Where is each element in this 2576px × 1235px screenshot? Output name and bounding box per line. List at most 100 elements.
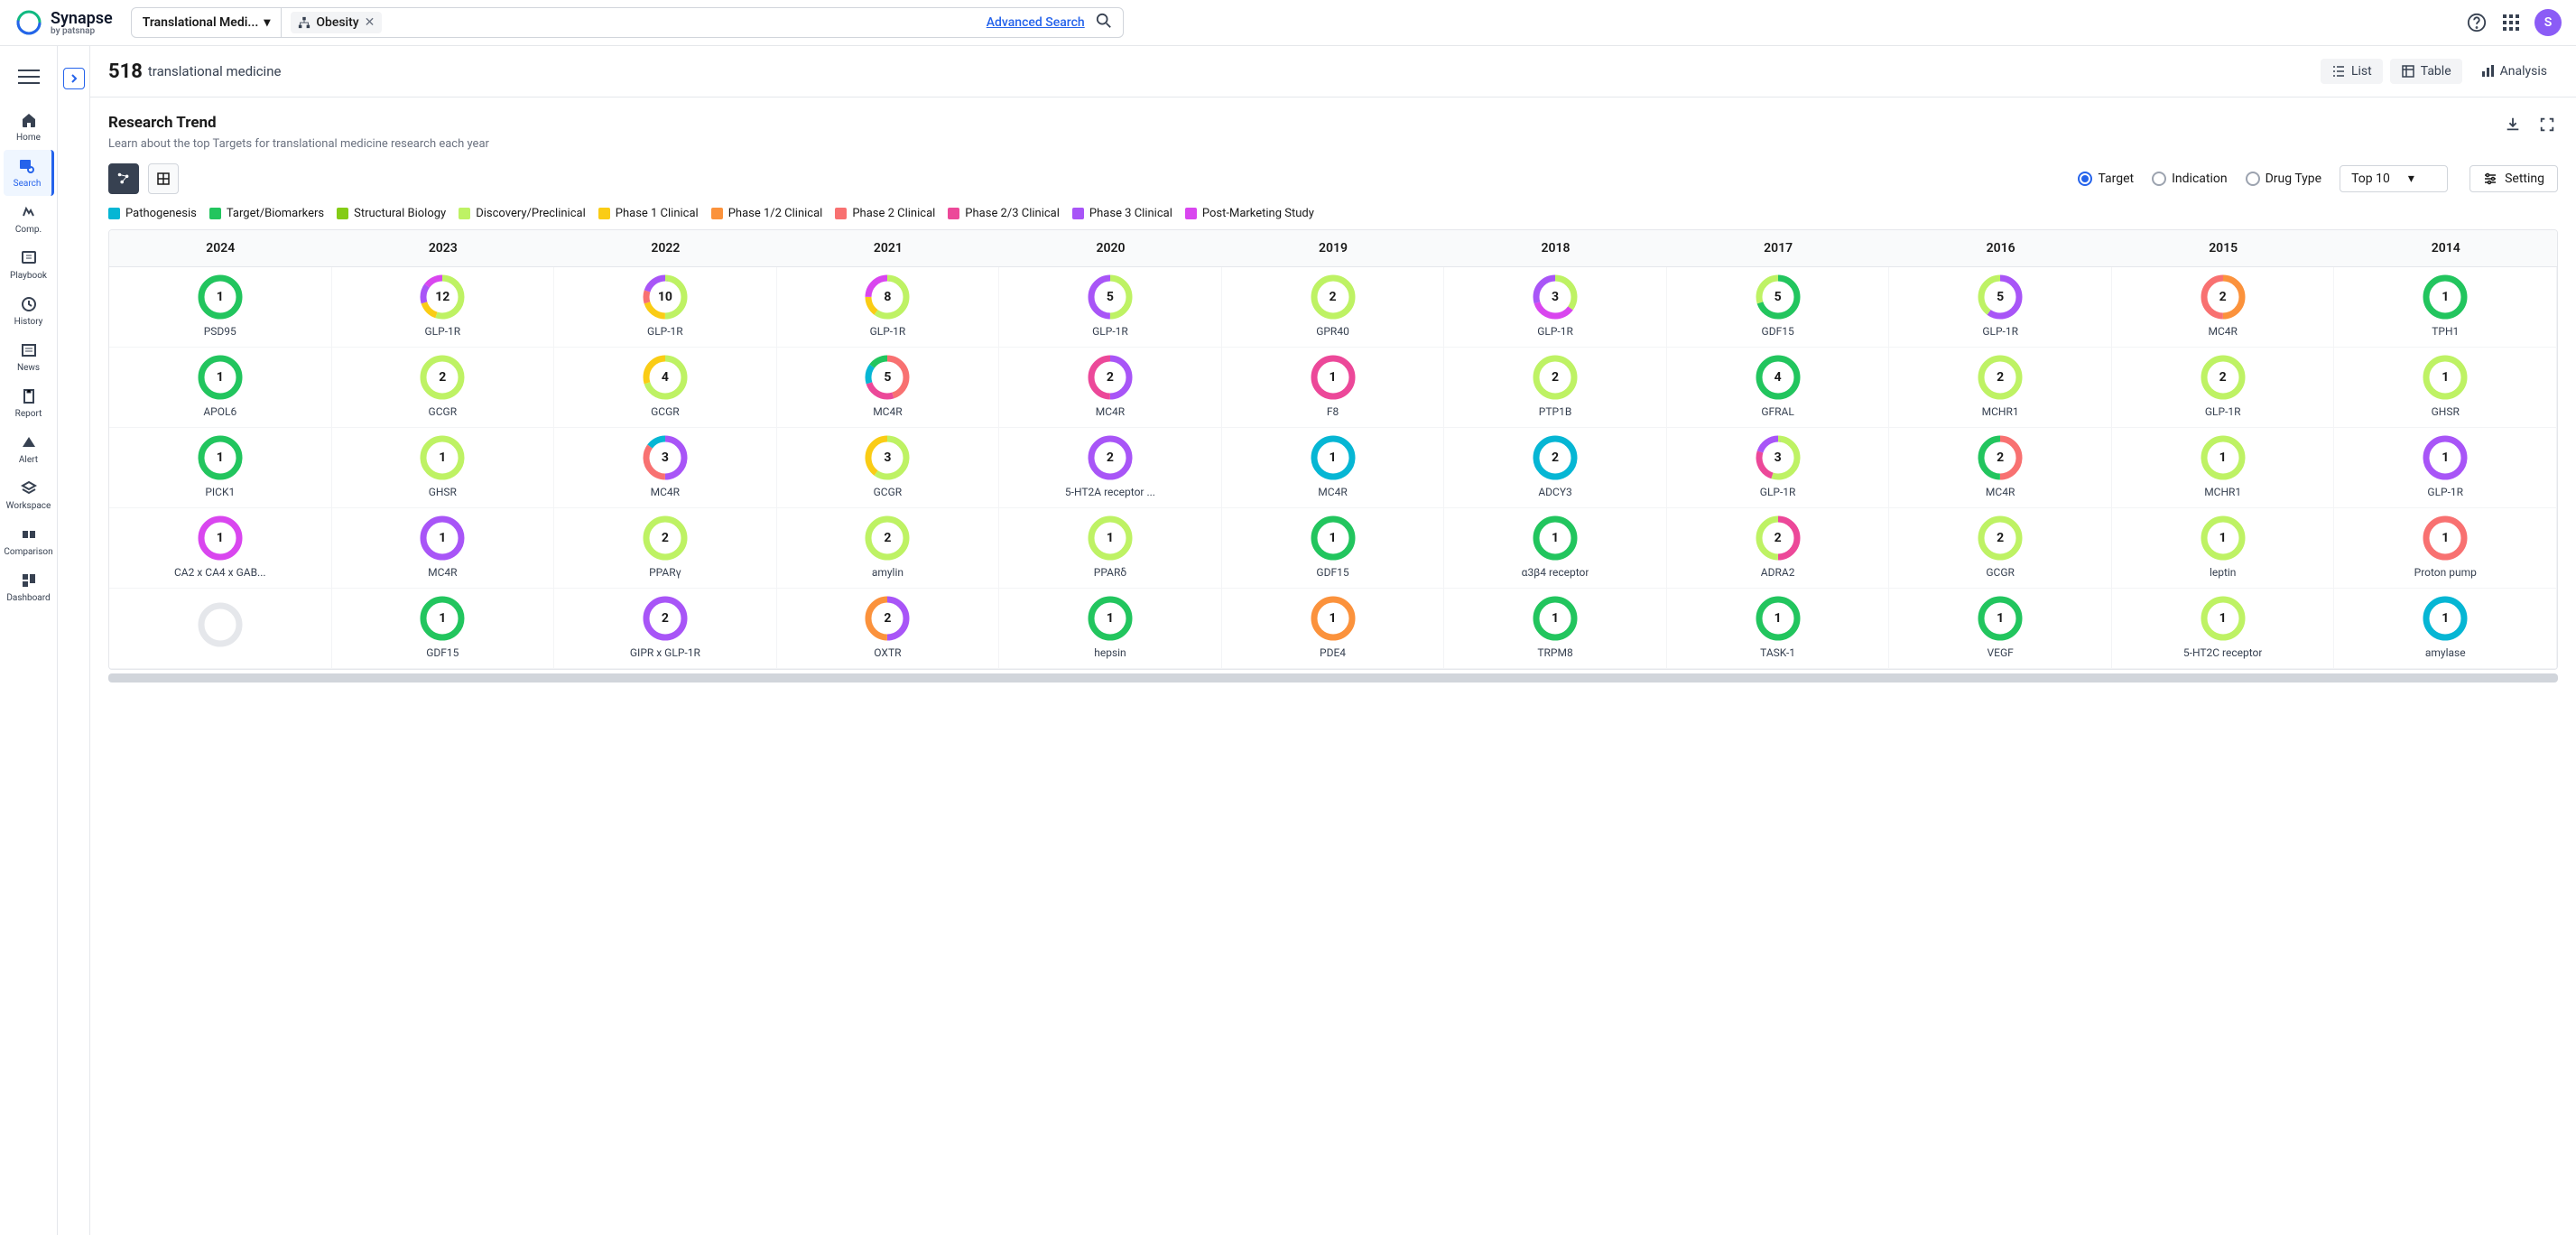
grid-cell[interactable]: 25-HT2A receptor ... bbox=[999, 428, 1222, 507]
grid-cell[interactable]: 3GLP-1R bbox=[1444, 267, 1667, 347]
sidebar-item-news[interactable]: News bbox=[4, 334, 54, 380]
grid-cell[interactable]: 1PICK1 bbox=[109, 428, 332, 507]
legend-item[interactable]: Structural Biology bbox=[337, 207, 446, 220]
setting-button[interactable]: Setting bbox=[2469, 165, 2558, 192]
grid-cell[interactable]: 2GLP-1R bbox=[2112, 348, 2335, 427]
legend-item[interactable]: Target/Biomarkers bbox=[209, 207, 324, 220]
grid-cell[interactable]: 1amylase bbox=[2334, 589, 2557, 668]
apps-grid-icon[interactable] bbox=[2500, 12, 2522, 33]
grid-cell[interactable]: 1GDF15 bbox=[1222, 508, 1445, 588]
grid-cell[interactable]: 12GLP-1R bbox=[332, 267, 555, 347]
grid-cell[interactable]: 2PTP1B bbox=[1444, 348, 1667, 427]
advanced-search-link[interactable]: Advanced Search bbox=[987, 15, 1085, 30]
radio-drug-type[interactable]: Drug Type bbox=[2246, 172, 2321, 186]
grid-cell[interactable]: 2amylin bbox=[777, 508, 1000, 588]
grid-cell[interactable]: 1GDF15 bbox=[332, 589, 555, 668]
sidebar-item-playbook[interactable]: Playbook bbox=[4, 242, 54, 288]
sidebar-item-comparison[interactable]: Comparison bbox=[4, 518, 54, 564]
sidebar-item-dashboard[interactable]: Dashboard bbox=[4, 564, 54, 610]
legend-item[interactable]: Phase 2/3 Clinical bbox=[948, 207, 1060, 220]
grid-cell[interactable]: 1Proton pump bbox=[2334, 508, 2557, 588]
sidebar-item-comp-[interactable]: Comp. bbox=[4, 196, 54, 242]
grid-cell[interactable]: 1VEGF bbox=[1889, 589, 2112, 668]
collapse-button[interactable] bbox=[63, 68, 85, 89]
grid-cell[interactable]: 1MC4R bbox=[1222, 428, 1445, 507]
sidebar-item-home[interactable]: Home bbox=[4, 104, 54, 150]
legend-item[interactable]: Post-Marketing Study bbox=[1185, 207, 1314, 220]
grid-cell[interactable]: 4GCGR bbox=[554, 348, 777, 427]
view-tab-table[interactable]: Table bbox=[2390, 59, 2462, 84]
radio-indication[interactable]: Indication bbox=[2152, 172, 2227, 186]
grid-cell[interactable]: 2GCGR bbox=[1889, 508, 2112, 588]
top-n-select[interactable]: Top 10 ▾ bbox=[2340, 165, 2448, 192]
grid-cell[interactable]: 1GLP-1R bbox=[2334, 428, 2557, 507]
legend-item[interactable]: Phase 3 Clinical bbox=[1072, 207, 1172, 220]
grid-cell[interactable]: 1MCHR1 bbox=[2112, 428, 2335, 507]
sidebar-item-workspace[interactable]: Workspace bbox=[4, 472, 54, 518]
radio-target[interactable]: Target bbox=[2078, 172, 2134, 186]
chip-close-icon[interactable]: ✕ bbox=[365, 15, 375, 30]
view-chart-toggle[interactable] bbox=[108, 163, 139, 194]
view-tab-analysis[interactable]: Analysis bbox=[2469, 59, 2558, 84]
grid-cell[interactable]: 1PPARδ bbox=[999, 508, 1222, 588]
search-icon[interactable] bbox=[1096, 13, 1112, 32]
grid-cell[interactable]: 3GCGR bbox=[777, 428, 1000, 507]
legend-item[interactable]: Pathogenesis bbox=[108, 207, 197, 220]
grid-cell[interactable]: 2GPR40 bbox=[1222, 267, 1445, 347]
grid-cell[interactable]: 2GIPR x GLP-1R bbox=[554, 589, 777, 668]
grid-cell[interactable]: 3GLP-1R bbox=[1667, 428, 1890, 507]
grid-cell[interactable]: 5GLP-1R bbox=[999, 267, 1222, 347]
sidebar-item-alert[interactable]: Alert bbox=[4, 426, 54, 472]
horizontal-scrollbar[interactable] bbox=[108, 673, 2558, 682]
grid-cell[interactable]: 10GLP-1R bbox=[554, 267, 777, 347]
grid-cell[interactable]: 1PSD95 bbox=[109, 267, 332, 347]
grid-cell[interactable]: 15-HT2C receptor bbox=[2112, 589, 2335, 668]
grid-cell[interactable]: 2ADRA2 bbox=[1667, 508, 1890, 588]
help-icon[interactable] bbox=[2466, 12, 2488, 33]
grid-cell[interactable]: 1CA2 x CA4 x GAB... bbox=[109, 508, 332, 588]
grid-cell[interactable]: 1MC4R bbox=[332, 508, 555, 588]
grid-cell[interactable]: 5MC4R bbox=[777, 348, 1000, 427]
grid-cell[interactable]: 2MCHR1 bbox=[1889, 348, 2112, 427]
grid-cell[interactable]: 1hepsin bbox=[999, 589, 1222, 668]
grid-cell[interactable] bbox=[109, 589, 332, 668]
avatar[interactable]: S bbox=[2534, 9, 2562, 36]
search-category-dropdown[interactable]: Translational Medi... ▾ bbox=[132, 8, 283, 37]
legend-item[interactable]: Phase 1 Clinical bbox=[598, 207, 699, 220]
menu-toggle-icon[interactable] bbox=[18, 68, 40, 86]
sidebar-item-history[interactable]: History bbox=[4, 288, 54, 334]
grid-cell[interactable]: 1GHSR bbox=[2334, 348, 2557, 427]
sidebar-item-report[interactable]: Report bbox=[4, 380, 54, 426]
grid-cell[interactable]: 1TRPM8 bbox=[1444, 589, 1667, 668]
grid-cell[interactable]: 2ADCY3 bbox=[1444, 428, 1667, 507]
grid-cell[interactable]: 1leptin bbox=[2112, 508, 2335, 588]
grid-cell[interactable]: 2PPARγ bbox=[554, 508, 777, 588]
logo[interactable]: Synapse by patsnap bbox=[14, 8, 113, 37]
grid-cell[interactable]: 2MC4R bbox=[999, 348, 1222, 427]
view-grid-toggle[interactable] bbox=[148, 163, 179, 194]
legend-item[interactable]: Phase 2 Clinical bbox=[835, 207, 935, 220]
sidebar-item-search[interactable]: Search bbox=[4, 150, 54, 196]
legend-item[interactable]: Phase 1/2 Clinical bbox=[711, 207, 823, 220]
fullscreen-icon[interactable] bbox=[2536, 114, 2558, 135]
grid-cell[interactable]: 2GCGR bbox=[332, 348, 555, 427]
download-icon[interactable] bbox=[2502, 114, 2524, 135]
grid-cell[interactable]: 1PDE4 bbox=[1222, 589, 1445, 668]
search-chip-obesity[interactable]: Obesity ✕ bbox=[291, 12, 382, 33]
grid-cell[interactable]: 4GFRAL bbox=[1667, 348, 1890, 427]
grid-cell[interactable]: 8GLP-1R bbox=[777, 267, 1000, 347]
view-tab-list[interactable]: List bbox=[2321, 59, 2383, 84]
grid-cell[interactable]: 2OXTR bbox=[777, 589, 1000, 668]
grid-cell[interactable]: 5GDF15 bbox=[1667, 267, 1890, 347]
grid-cell[interactable]: 1F8 bbox=[1222, 348, 1445, 427]
grid-cell[interactable]: 1TPH1 bbox=[2334, 267, 2557, 347]
grid-cell[interactable]: 5GLP-1R bbox=[1889, 267, 2112, 347]
legend-item[interactable]: Discovery/Preclinical bbox=[459, 207, 586, 220]
grid-cell[interactable]: 2MC4R bbox=[2112, 267, 2335, 347]
grid-cell[interactable]: 2MC4R bbox=[1889, 428, 2112, 507]
grid-cell[interactable]: 1APOL6 bbox=[109, 348, 332, 427]
grid-cell[interactable]: 1GHSR bbox=[332, 428, 555, 507]
grid-cell[interactable]: 1α3β4 receptor bbox=[1444, 508, 1667, 588]
grid-cell[interactable]: 3MC4R bbox=[554, 428, 777, 507]
grid-cell[interactable]: 1TASK-1 bbox=[1667, 589, 1890, 668]
